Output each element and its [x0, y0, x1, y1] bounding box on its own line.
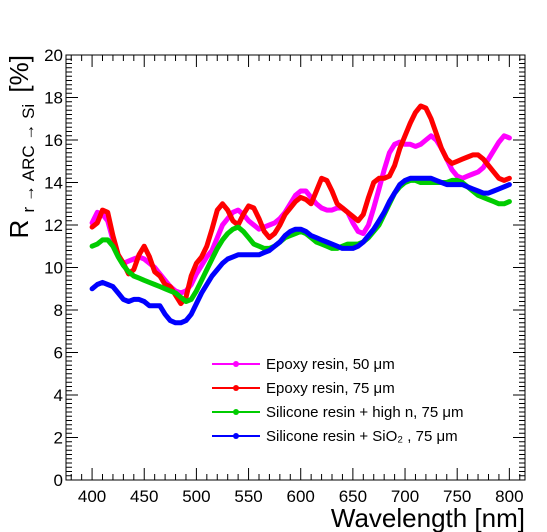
x-tick-label: 600	[287, 487, 315, 506]
y-axis-title: R r → ARC → Si [%]	[4, 55, 40, 238]
y-tick-label: 18	[44, 89, 63, 108]
y-axis-title-main: R	[4, 220, 34, 239]
y-tick-label: 0	[54, 471, 63, 490]
x-tick-label: 450	[130, 487, 158, 506]
y-tick-label: 10	[44, 259, 63, 278]
x-axis-title: Wavelength [nm]	[331, 503, 525, 532]
legend: Epoxy resin, 50 μm Epoxy resin, 75 μm Sili…	[212, 356, 464, 445]
series-layer	[89, 103, 512, 326]
legend-swatch-marker	[233, 409, 239, 415]
legend-entry: Epoxy resin, 75 μm	[266, 380, 395, 397]
legend-swatch-marker	[233, 361, 239, 367]
y-tick-label: 6	[54, 344, 63, 363]
y-tick-label: 20	[44, 46, 63, 65]
y-tick-label: 14	[44, 174, 63, 193]
x-tick-label: 750	[443, 487, 471, 506]
x-tick-label: 550	[234, 487, 262, 506]
x-tick-label: 700	[391, 487, 419, 506]
ticks-layer	[66, 54, 525, 481]
y-axis-title-unit: [%]	[4, 55, 34, 93]
legend-swatch-marker	[233, 433, 239, 439]
y-tick-label: 16	[44, 131, 63, 150]
y-axis-title-subscript: r → ARC → Si	[19, 104, 38, 213]
y-tick-label: 4	[54, 386, 63, 405]
legend-entry: Epoxy resin, 50 μm	[266, 356, 395, 373]
tick-labels: 400 450 500 550 600 650 700 750 800 0 2 4 6 8 10 12 14 16…	[44, 46, 523, 506]
legend-entry: Silicone resin + SiO₂ , 75 μm	[266, 428, 458, 445]
series-line	[89, 175, 512, 326]
x-tick-label: 800	[495, 487, 523, 506]
series-line	[89, 103, 512, 307]
legend-entry: Silicone resin + high n, 75 μm	[266, 404, 464, 421]
y-tick-label: 2	[54, 429, 63, 448]
x-tick-label: 400	[78, 487, 106, 506]
legend-swatch-marker	[233, 385, 239, 391]
y-tick-label: 12	[44, 216, 63, 235]
x-tick-label: 650	[339, 487, 367, 506]
x-tick-label: 500	[182, 487, 210, 506]
y-tick-label: 8	[54, 301, 63, 320]
